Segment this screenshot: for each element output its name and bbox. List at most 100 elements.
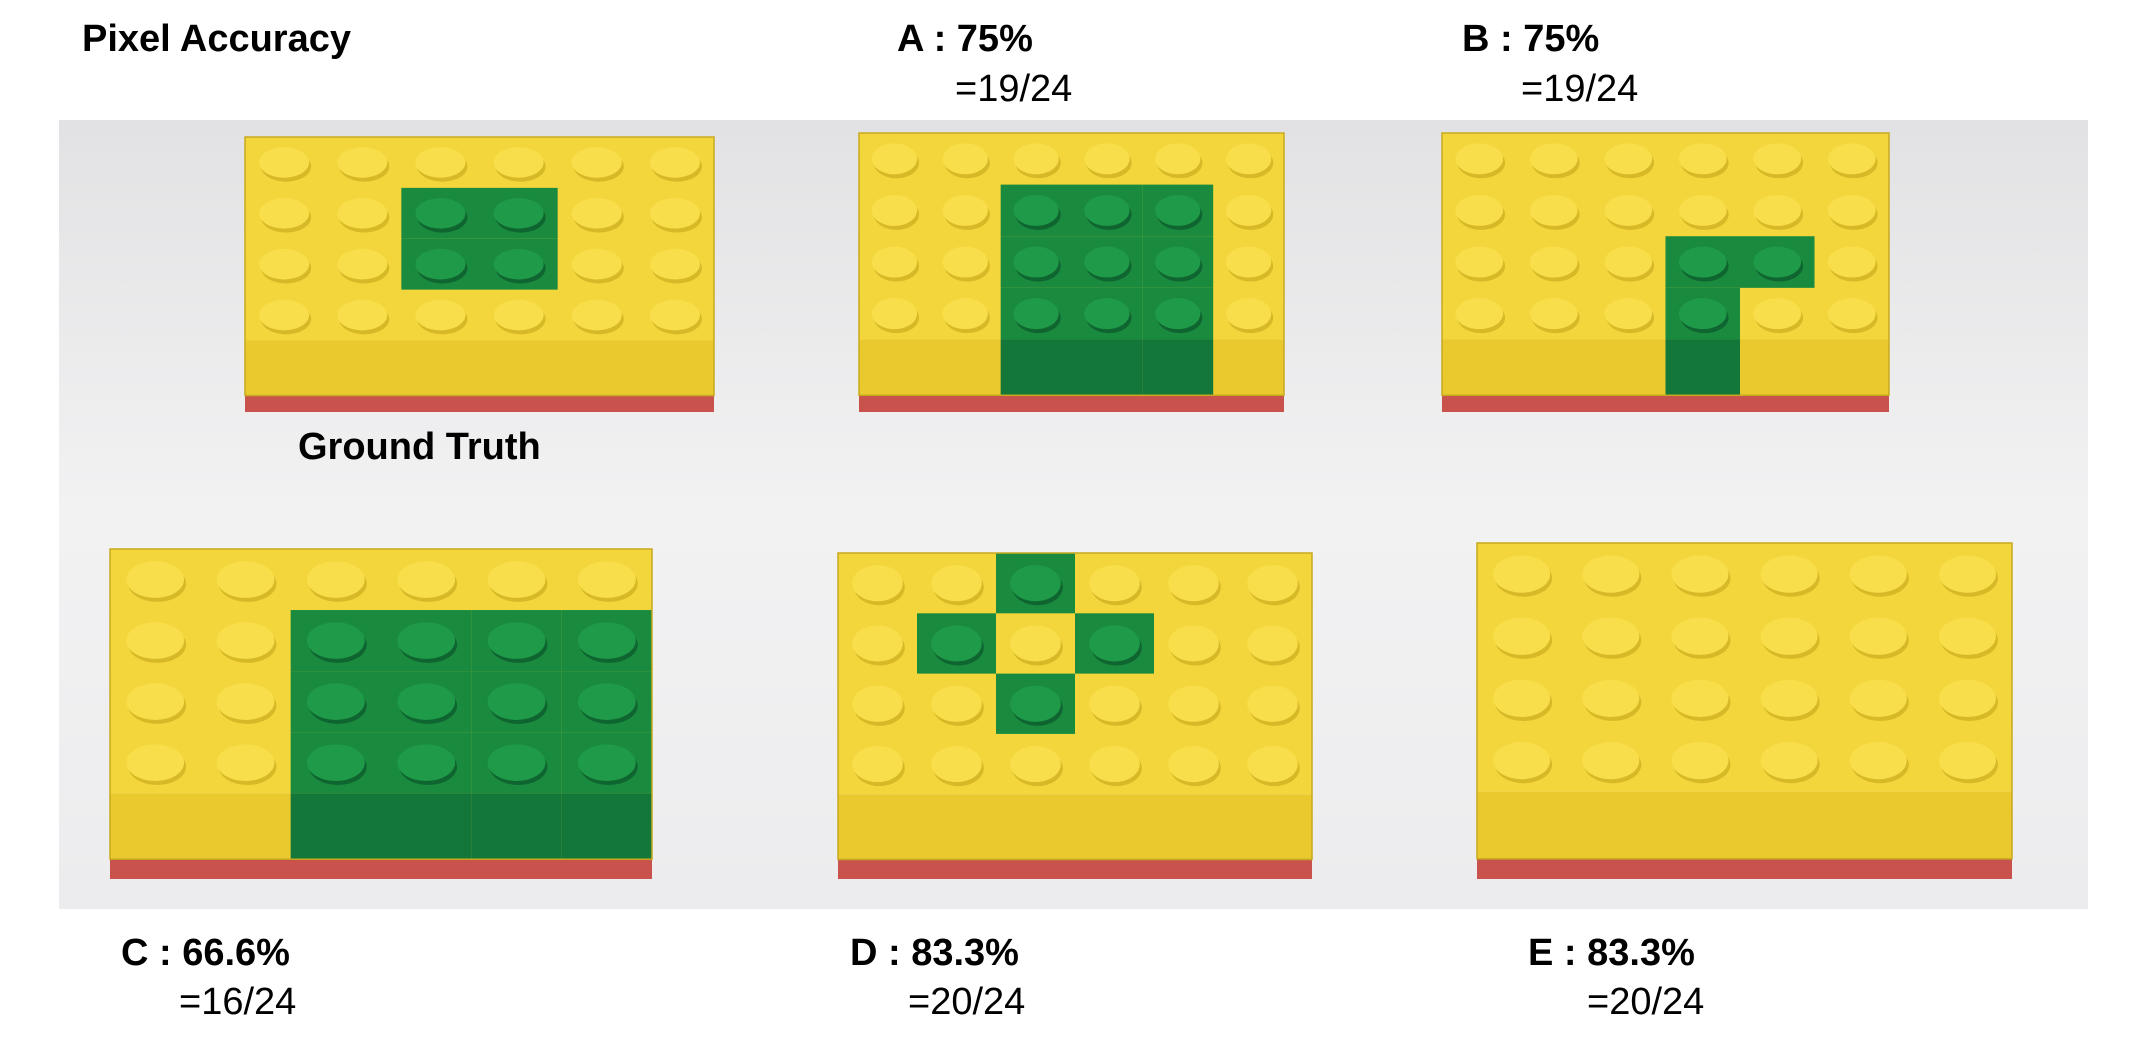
stud	[942, 143, 988, 175]
stud	[1678, 194, 1727, 226]
stud	[126, 744, 185, 781]
stud	[571, 299, 622, 331]
stud	[493, 147, 544, 178]
stud	[1938, 617, 1996, 655]
stud	[1493, 617, 1551, 655]
stud	[1155, 194, 1201, 226]
stud	[1155, 298, 1201, 330]
stud	[1455, 194, 1504, 226]
stud	[1084, 246, 1130, 278]
stud	[487, 683, 546, 720]
green-front	[381, 793, 472, 860]
stud	[306, 622, 365, 659]
stud	[852, 625, 903, 662]
stud	[1084, 298, 1130, 330]
stud	[1582, 741, 1640, 780]
brick-front	[1477, 791, 2012, 859]
green-front	[471, 793, 562, 860]
stud	[1225, 298, 1272, 330]
brick-front	[838, 794, 1312, 860]
stud	[942, 246, 988, 278]
stud	[259, 248, 310, 280]
panel-ratio: =20/24	[908, 981, 1025, 1023]
stud	[1760, 741, 1818, 780]
stud	[1604, 194, 1653, 226]
stud	[1604, 143, 1653, 175]
stud	[1582, 617, 1640, 655]
stud	[1938, 555, 1996, 593]
stud	[1247, 625, 1298, 662]
stud	[1760, 679, 1818, 718]
stud	[126, 622, 185, 659]
stud	[1827, 143, 1876, 175]
stud	[852, 745, 903, 783]
stud	[942, 298, 988, 330]
stud	[306, 744, 365, 781]
green-front	[1142, 339, 1214, 396]
stud	[1225, 143, 1272, 175]
panel-ratio: =19/24	[955, 68, 1072, 110]
stud	[1225, 246, 1272, 278]
panel-label: E : 83.3%	[1528, 932, 1695, 974]
stud	[649, 299, 700, 331]
stud	[337, 248, 388, 280]
stud	[1225, 194, 1272, 226]
stud	[571, 198, 622, 229]
stud	[1671, 555, 1729, 593]
stud	[1529, 298, 1578, 330]
brick-base	[859, 395, 1284, 412]
stud	[1168, 625, 1219, 662]
stud	[1013, 246, 1059, 278]
lego-photo	[109, 132, 2013, 879]
stud	[216, 744, 275, 781]
stud	[493, 299, 544, 331]
stud	[1529, 143, 1578, 175]
brick-outline	[109, 548, 653, 860]
brick-base	[838, 859, 1312, 879]
brick-outline	[1441, 132, 1890, 397]
stud	[1849, 555, 1907, 593]
stud	[931, 745, 982, 783]
title: Pixel Accuracy	[82, 18, 351, 60]
stud	[1582, 679, 1640, 718]
stud	[1084, 194, 1130, 226]
stud	[1671, 617, 1729, 655]
stud	[871, 246, 918, 278]
stud	[1582, 555, 1640, 593]
stud	[415, 248, 466, 280]
stud	[1604, 298, 1653, 330]
stud	[1168, 565, 1219, 602]
stud	[931, 685, 982, 722]
green-front	[290, 793, 381, 860]
stud	[1529, 246, 1578, 278]
stud	[1455, 246, 1504, 278]
stud	[1827, 298, 1876, 330]
stud	[216, 561, 275, 598]
stud	[1678, 298, 1727, 330]
stud	[571, 248, 622, 280]
stud	[306, 683, 365, 720]
brick-base	[1442, 395, 1889, 412]
stud	[1155, 246, 1201, 278]
stud	[871, 298, 918, 330]
brick-base	[1477, 858, 2012, 879]
stud	[1827, 246, 1876, 278]
stud	[1753, 298, 1802, 330]
stud	[1938, 679, 1996, 718]
stud	[1671, 741, 1729, 780]
stud	[931, 625, 982, 662]
stud	[649, 147, 700, 178]
stud	[1010, 745, 1061, 783]
stud	[1849, 741, 1907, 780]
stud	[1760, 555, 1818, 593]
stud	[216, 622, 275, 659]
stud	[1671, 679, 1729, 718]
panel-label: C : 66.6%	[121, 932, 290, 974]
stud	[1827, 194, 1876, 226]
brick-base	[245, 395, 714, 412]
stud	[1013, 143, 1059, 175]
stud	[1155, 143, 1201, 175]
stud	[126, 683, 185, 720]
panel-label: D : 83.3%	[850, 932, 1019, 974]
stud	[577, 683, 636, 720]
